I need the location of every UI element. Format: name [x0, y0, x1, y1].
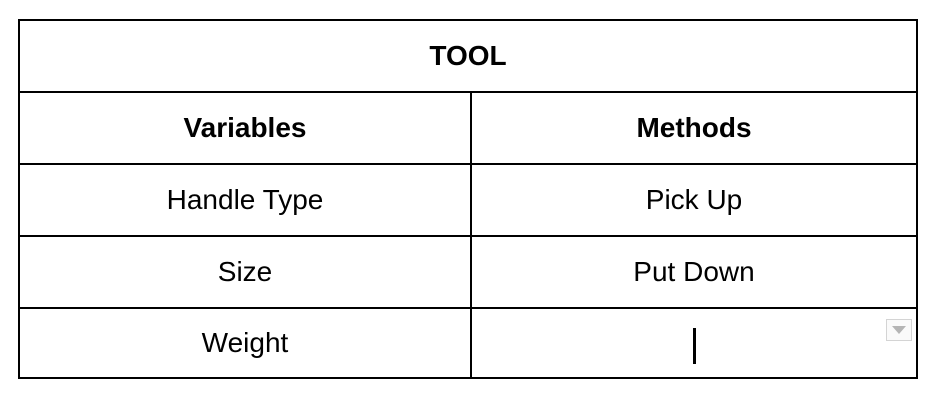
- tool-class-table: TOOL Variables Methods Handle Type Pick …: [18, 19, 918, 379]
- cell-text: Weight: [201, 327, 289, 358]
- cell-dropdown-button[interactable]: [886, 319, 912, 341]
- cell-text: Pick Up: [645, 184, 743, 215]
- header-variables: Variables: [183, 112, 307, 143]
- cell-text: Handle Type: [166, 184, 324, 215]
- header-methods: Methods: [636, 112, 752, 143]
- table-cell-variable[interactable]: Handle Type: [20, 165, 472, 237]
- table-title: TOOL: [429, 40, 507, 71]
- cell-text: Size: [217, 256, 273, 287]
- table-cell-method-active[interactable]: [472, 309, 916, 377]
- header-cell-methods[interactable]: Methods: [472, 93, 916, 165]
- table-cell-method[interactable]: Pick Up: [472, 165, 916, 237]
- text-cursor: [692, 328, 696, 364]
- table-cell-variable[interactable]: Weight: [20, 309, 472, 377]
- table-title-cell[interactable]: TOOL: [20, 21, 916, 93]
- chevron-down-icon: [892, 326, 906, 334]
- table-cell-method[interactable]: Put Down: [472, 237, 916, 309]
- table-cell-variable[interactable]: Size: [20, 237, 472, 309]
- cell-text: Put Down: [633, 256, 755, 287]
- header-cell-variables[interactable]: Variables: [20, 93, 472, 165]
